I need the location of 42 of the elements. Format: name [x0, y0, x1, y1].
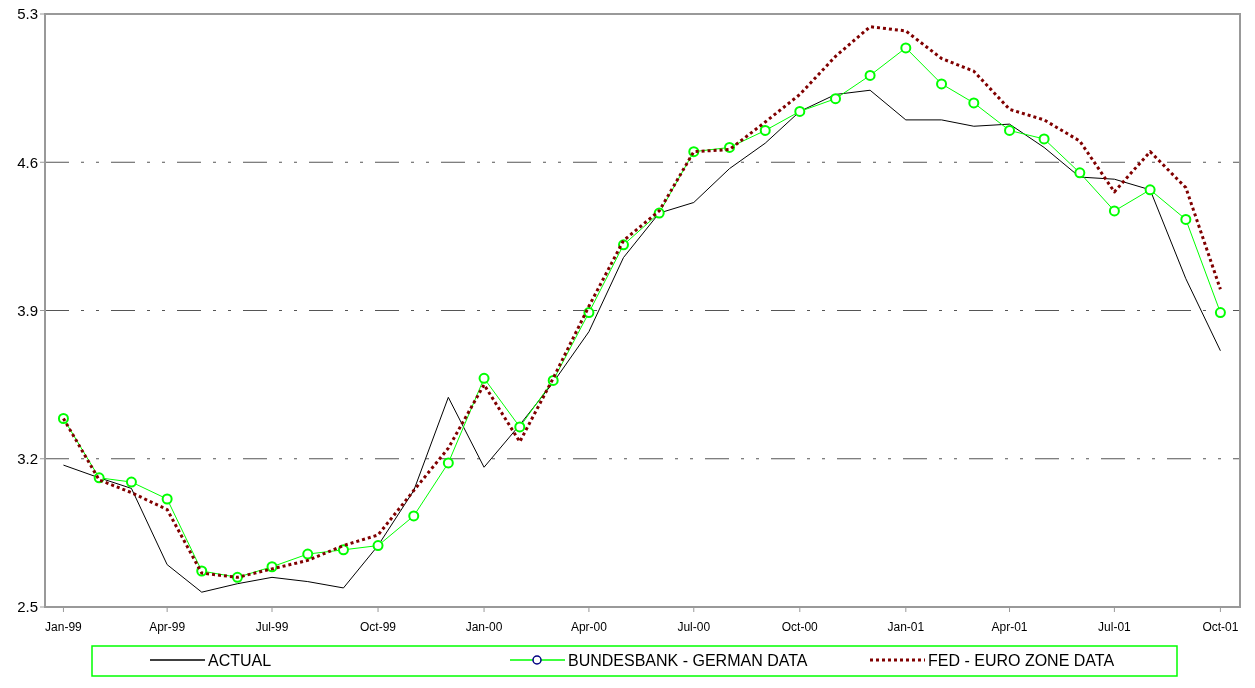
legend-label: ACTUAL — [208, 651, 272, 669]
y-tick-label: 4.6 — [17, 153, 38, 171]
x-tick-label: Oct-01 — [1202, 620, 1239, 634]
x-tick-label: Jul-00 — [677, 620, 711, 634]
point — [1108, 205, 1120, 217]
x-tick-label: Jul-01 — [1098, 620, 1132, 634]
point — [442, 457, 454, 469]
point — [302, 548, 314, 560]
point — [900, 42, 912, 54]
point — [478, 372, 490, 384]
x-tick-label: Apr-00 — [570, 620, 608, 634]
point — [936, 78, 948, 90]
point — [1180, 213, 1192, 225]
x-tick-label: Oct-00 — [781, 620, 819, 634]
legend-label: FED - EURO ZONE DATA — [928, 651, 1115, 669]
x-tick-label: Jan-99 — [45, 620, 83, 634]
point — [1214, 307, 1226, 319]
y-tick-label: 3.9 — [17, 301, 38, 319]
point — [1144, 184, 1156, 196]
y-tick-label: 3.2 — [17, 450, 38, 467]
point — [514, 421, 526, 433]
x-tick-label: Oct-99 — [360, 620, 397, 634]
point — [161, 493, 173, 505]
y-tick-label: 2.5 — [17, 598, 38, 616]
point — [794, 105, 806, 117]
point — [1038, 133, 1050, 145]
point — [968, 97, 980, 109]
y-tick-label: 5.3 — [17, 5, 38, 23]
point — [830, 93, 842, 105]
x-tick-label: Apr-99 — [149, 620, 186, 634]
point — [408, 510, 420, 522]
point — [1004, 124, 1016, 136]
point — [759, 124, 771, 136]
point — [1074, 167, 1086, 179]
x-tick-label: Jul-99 — [255, 620, 289, 634]
x-tick-label: Jan-00 — [465, 620, 503, 634]
x-tick-label: Apr-01 — [991, 620, 1028, 634]
point — [372, 540, 384, 552]
point — [125, 476, 137, 488]
legend-label: BUNDESBANK - GERMAN DATA — [568, 651, 808, 669]
point — [864, 69, 876, 81]
x-tick-label: Jan-01 — [887, 620, 925, 634]
